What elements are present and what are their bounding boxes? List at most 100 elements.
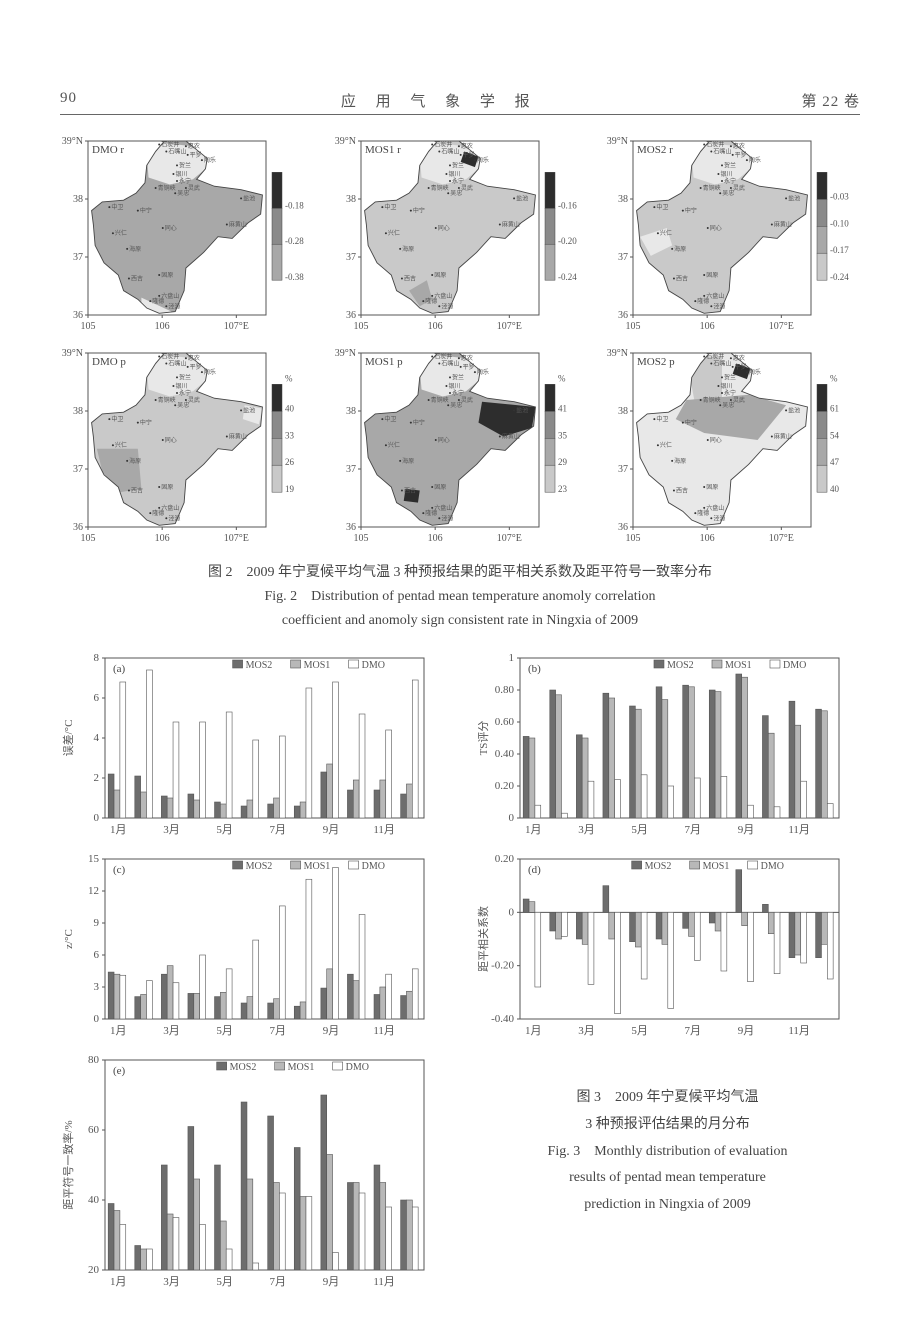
- svg-text:吴忠: 吴忠: [723, 189, 735, 197]
- svg-text:106: 106: [427, 321, 442, 332]
- svg-text:银川: 银川: [175, 170, 187, 178]
- svg-text:银川: 银川: [721, 170, 733, 178]
- svg-text:贺兰: 贺兰: [452, 373, 464, 381]
- svg-text:36: 36: [618, 310, 628, 321]
- svg-text:青铜峡: 青铜峡: [158, 184, 176, 192]
- svg-text:贺兰: 贺兰: [179, 161, 191, 169]
- svg-text:26: 26: [285, 457, 295, 467]
- svg-text:银川: 银川: [448, 382, 460, 390]
- svg-text:29: 29: [558, 457, 568, 467]
- svg-text:(c): (c): [113, 864, 126, 876]
- svg-text:106: 106: [155, 321, 170, 332]
- svg-text:15: 15: [88, 853, 100, 865]
- svg-text:47: 47: [830, 457, 840, 467]
- svg-text:吴忠: 吴忠: [450, 401, 462, 409]
- svg-text:107°E: 107°E: [496, 321, 521, 332]
- svg-text:-0.40: -0.40: [491, 1013, 514, 1025]
- svg-text:海原: 海原: [674, 457, 686, 465]
- svg-text:0.80: 0.80: [495, 684, 515, 696]
- fig3-caption-zh2: 3 种预报评估结果的月分布: [475, 1112, 860, 1139]
- svg-text:青铜峡: 青铜峡: [703, 184, 721, 192]
- svg-text:泾源: 泾源: [714, 514, 726, 522]
- svg-text:平罗: 平罗: [462, 364, 474, 371]
- bar-chart-c: 036912151月3月5月7月9月11月z/°C(c)MOS2MOS1DMO: [60, 849, 430, 1044]
- svg-text:39°N: 39°N: [334, 348, 355, 359]
- svg-text:永宁: 永宁: [452, 177, 464, 185]
- svg-text:银川: 银川: [175, 382, 187, 390]
- svg-text:39°N: 39°N: [62, 348, 83, 359]
- svg-text:灵武: 灵武: [188, 184, 200, 192]
- svg-text:隆德: 隆德: [425, 509, 437, 517]
- svg-text:麻黄山: 麻黄山: [774, 221, 792, 229]
- fig3-caption-en2: results of pentad mean temperature: [475, 1165, 860, 1192]
- svg-text:37: 37: [346, 252, 356, 263]
- svg-text:105: 105: [353, 533, 368, 544]
- svg-text:MOS1: MOS1: [703, 861, 730, 872]
- svg-text:-0.10: -0.10: [830, 218, 849, 228]
- svg-text:9月: 9月: [323, 1025, 340, 1037]
- svg-text:-0.16: -0.16: [558, 200, 577, 210]
- svg-text:9: 9: [94, 917, 100, 929]
- svg-text:陶乐: 陶乐: [477, 156, 489, 164]
- svg-text:石嘴山: 石嘴山: [441, 359, 459, 367]
- svg-text:惠农: 惠农: [733, 142, 745, 150]
- svg-text:固原: 固原: [707, 272, 719, 279]
- svg-text:石嘴山: 石嘴山: [714, 147, 732, 155]
- svg-text:11月: 11月: [373, 1276, 395, 1288]
- svg-text:中宁: 中宁: [140, 207, 152, 215]
- svg-text:同心: 同心: [437, 225, 449, 232]
- svg-text:7月: 7月: [685, 824, 702, 836]
- svg-text:隆德: 隆德: [152, 509, 164, 517]
- svg-text:3: 3: [94, 981, 100, 993]
- svg-text:石炭井: 石炭井: [434, 352, 452, 360]
- svg-text:-0.17: -0.17: [830, 245, 849, 255]
- svg-text:38: 38: [73, 406, 83, 417]
- svg-text:DMO: DMO: [761, 861, 784, 872]
- svg-text:-0.20: -0.20: [558, 236, 577, 246]
- svg-text:隆德: 隆德: [152, 297, 164, 305]
- svg-text:-0.38: -0.38: [285, 272, 304, 282]
- svg-text:石炭井: 石炭井: [707, 352, 725, 360]
- svg-text:青铜峡: 青铜峡: [430, 396, 448, 404]
- svg-text:36: 36: [618, 522, 628, 533]
- svg-text:惠农: 惠农: [461, 354, 473, 362]
- svg-text:1月: 1月: [525, 824, 542, 836]
- svg-text:吴忠: 吴忠: [723, 401, 735, 409]
- svg-text:永宁: 永宁: [724, 389, 736, 397]
- svg-text:105: 105: [626, 321, 641, 332]
- svg-text:西吉: 西吉: [404, 275, 416, 282]
- svg-text:3月: 3月: [163, 1276, 180, 1288]
- svg-text:陶乐: 陶乐: [477, 368, 489, 376]
- svg-text:盐池: 盐池: [516, 406, 528, 414]
- svg-text:7月: 7月: [270, 1276, 287, 1288]
- svg-text:0.20: 0.20: [495, 853, 515, 865]
- svg-text:中卫: 中卫: [384, 415, 396, 423]
- page-number: 90: [60, 90, 77, 111]
- page-header: 90 应 用 气 象 学 报 第 22 卷: [60, 90, 860, 115]
- svg-text:36: 36: [346, 310, 356, 321]
- svg-text:泾源: 泾源: [441, 514, 453, 522]
- svg-text:38: 38: [346, 194, 356, 205]
- volume-no: 第 22 卷: [801, 90, 860, 111]
- svg-text:9月: 9月: [738, 824, 755, 836]
- svg-text:海原: 海原: [129, 245, 141, 253]
- svg-text:盐池: 盐池: [516, 194, 528, 202]
- svg-text:盐池: 盐池: [788, 406, 800, 414]
- svg-text:7月: 7月: [270, 824, 287, 836]
- svg-text:DMO: DMO: [362, 660, 385, 671]
- svg-text:惠农: 惠农: [188, 354, 200, 362]
- svg-text:41: 41: [558, 403, 567, 413]
- svg-text:106: 106: [427, 533, 442, 544]
- svg-text:同心: 同心: [710, 225, 722, 232]
- svg-text:灵武: 灵武: [733, 396, 745, 404]
- svg-text:(a): (a): [113, 663, 126, 675]
- svg-text:5月: 5月: [216, 1276, 233, 1288]
- svg-text:MOS2 r: MOS2 r: [637, 144, 673, 156]
- svg-text:1月: 1月: [110, 824, 127, 836]
- svg-text:石炭井: 石炭井: [161, 352, 179, 360]
- svg-text:-0.20: -0.20: [491, 960, 514, 972]
- svg-text:TS评分: TS评分: [477, 721, 490, 756]
- svg-text:隆德: 隆德: [425, 297, 437, 305]
- svg-text:永宁: 永宁: [452, 389, 464, 397]
- svg-text:19: 19: [285, 484, 295, 494]
